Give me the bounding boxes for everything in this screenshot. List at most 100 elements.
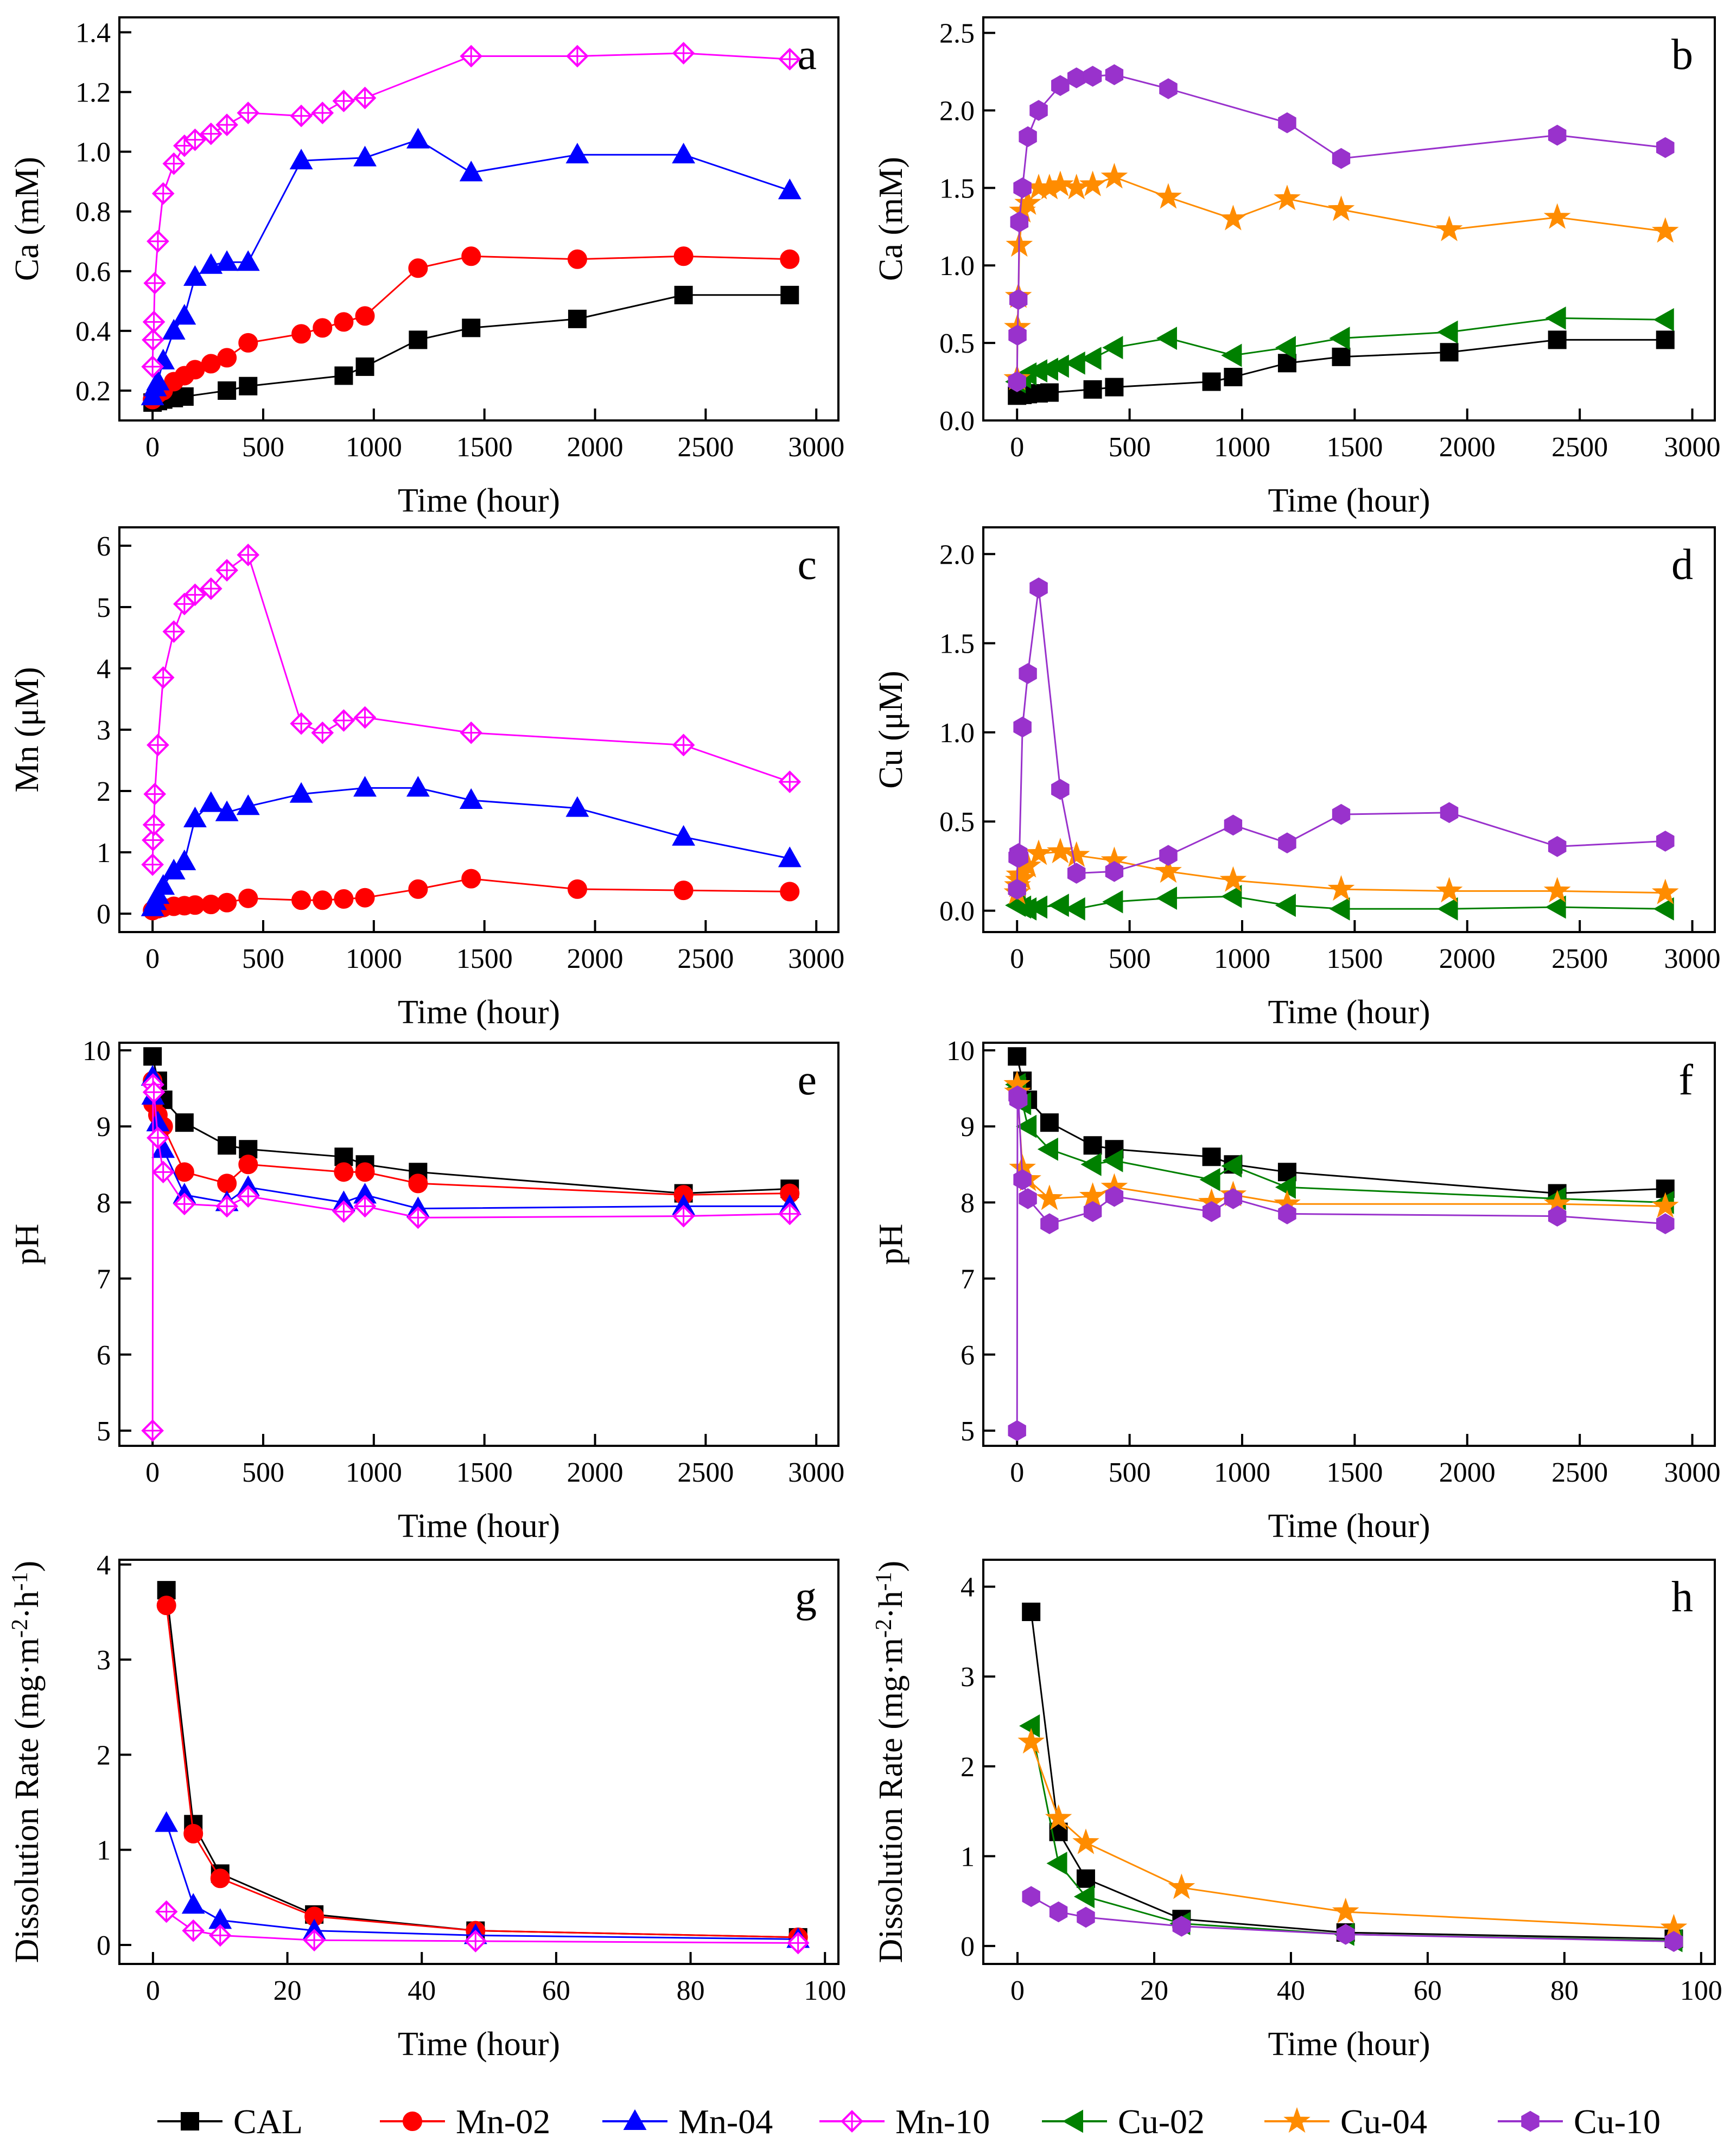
data-point	[313, 890, 333, 910]
data-point	[334, 366, 353, 385]
data-point	[1009, 289, 1028, 310]
data-point	[1083, 1136, 1102, 1155]
data-point	[1019, 663, 1037, 684]
y-tick-label: 0	[97, 899, 111, 930]
series-Cu-02	[1005, 884, 1674, 921]
data-point	[1202, 1147, 1221, 1166]
data-point	[1275, 894, 1296, 917]
y-tick-label: 5	[97, 1416, 111, 1447]
series-CAL	[143, 1047, 799, 1203]
series-line	[151, 553, 790, 865]
y-tick-label: 0	[97, 1930, 111, 1961]
x-tick-label: 1000	[346, 943, 402, 974]
data-point	[1156, 327, 1177, 350]
data-point	[1202, 372, 1221, 391]
plot-frame	[982, 1042, 1716, 1447]
x-tick-label: 1500	[1326, 943, 1383, 974]
y-tick-label: 8	[961, 1188, 975, 1219]
y-tick-label: 0.2	[75, 376, 111, 407]
data-point	[181, 1893, 205, 1914]
y-tick-label: 7	[97, 1264, 111, 1295]
data-point	[1329, 897, 1350, 921]
data-point	[1017, 1728, 1045, 1754]
data-point	[236, 794, 260, 815]
legend-item-CAL: CAL	[157, 2102, 303, 2141]
data-point	[1037, 1137, 1058, 1161]
series-line	[1016, 1056, 1665, 1195]
data-point	[215, 800, 239, 821]
data-point	[778, 178, 802, 200]
y-tick-label: 4	[97, 1550, 111, 1581]
series-Mn-02	[143, 869, 800, 921]
data-point	[217, 348, 237, 368]
y-tick-label: 1	[961, 1841, 975, 1872]
data-point	[1656, 137, 1675, 158]
series-CAL	[1008, 1047, 1675, 1203]
legend-label: Cu-02	[1118, 2102, 1205, 2141]
data-point	[1019, 126, 1037, 148]
data-point	[1036, 1184, 1063, 1210]
y-tick-label: 9	[97, 1112, 111, 1143]
data-point	[1013, 177, 1032, 199]
data-point	[239, 1140, 258, 1159]
data-point	[201, 354, 221, 374]
panel-d: 0 500 1000 1500 2000 2500 3000 0.0 0.5 1.0 1.5 2.0 T…	[873, 526, 1721, 1031]
data-point	[1048, 894, 1069, 917]
x-tick-label: 3000	[1664, 432, 1721, 463]
y-axis-label: pH	[873, 1224, 909, 1265]
data-point	[1440, 802, 1459, 824]
data-point	[408, 1173, 428, 1194]
data-point	[291, 890, 311, 910]
data-point	[565, 796, 589, 817]
data-point	[1219, 205, 1247, 231]
legend-marker	[403, 2112, 422, 2131]
x-axis-label: Time (hour)	[1268, 2026, 1430, 2063]
x-tick-label: 2000	[1439, 943, 1496, 974]
y-tick-label: 4	[97, 654, 111, 685]
panel-b: 0 500 1000 1500 2000 2500 3000 0.0 0.5 1.0 1.5 2.0 2…	[873, 16, 1721, 519]
plot-frame	[118, 1042, 839, 1447]
data-point	[1651, 878, 1679, 904]
x-tick-label: 500	[242, 943, 284, 974]
data-point	[459, 788, 483, 809]
data-point	[1102, 336, 1123, 360]
series-line	[1030, 1611, 1674, 1940]
data-point	[155, 1811, 179, 1832]
series-Mn-10	[141, 544, 802, 876]
data-point	[1101, 163, 1128, 189]
x-tick-label: 3000	[788, 432, 844, 463]
x-tick-label: 2000	[567, 1457, 624, 1488]
data-point	[672, 825, 696, 846]
y-tick-label: 6	[97, 1340, 111, 1371]
data-point	[1548, 124, 1567, 146]
data-point	[1026, 895, 1048, 919]
data-point	[1224, 814, 1243, 836]
data-point	[1063, 841, 1090, 867]
data-point	[1025, 839, 1052, 865]
legend-label: Mn-04	[678, 2102, 773, 2141]
data-point	[355, 306, 375, 326]
data-point	[1072, 1828, 1099, 1854]
legend-label: Cu-10	[1574, 2102, 1661, 2141]
plot-frame	[982, 526, 1716, 933]
data-point	[238, 1154, 258, 1175]
y-tick-label: 5	[97, 592, 111, 623]
y-tick-label: 0.5	[939, 807, 975, 838]
series-Mn-10	[155, 1900, 810, 1955]
series-CAL	[157, 1581, 807, 1947]
data-point	[1046, 170, 1074, 196]
data-point	[674, 285, 693, 304]
y-axis-label: pH	[9, 1224, 46, 1265]
legend-label: Mn-02	[456, 2102, 550, 2141]
y-tick-label: 1.5	[939, 629, 975, 660]
y-axis-label: Cu (μM)	[873, 671, 909, 789]
data-point	[1083, 66, 1102, 87]
data-point	[157, 1581, 176, 1600]
x-tick-label: 2500	[677, 1457, 734, 1488]
data-point	[1077, 1906, 1095, 1928]
data-point	[1656, 831, 1675, 852]
series-line	[166, 1590, 798, 1938]
data-point	[1083, 1201, 1102, 1222]
y-tick-label: 3	[97, 715, 111, 746]
x-tick-label: 0	[1010, 1457, 1024, 1488]
